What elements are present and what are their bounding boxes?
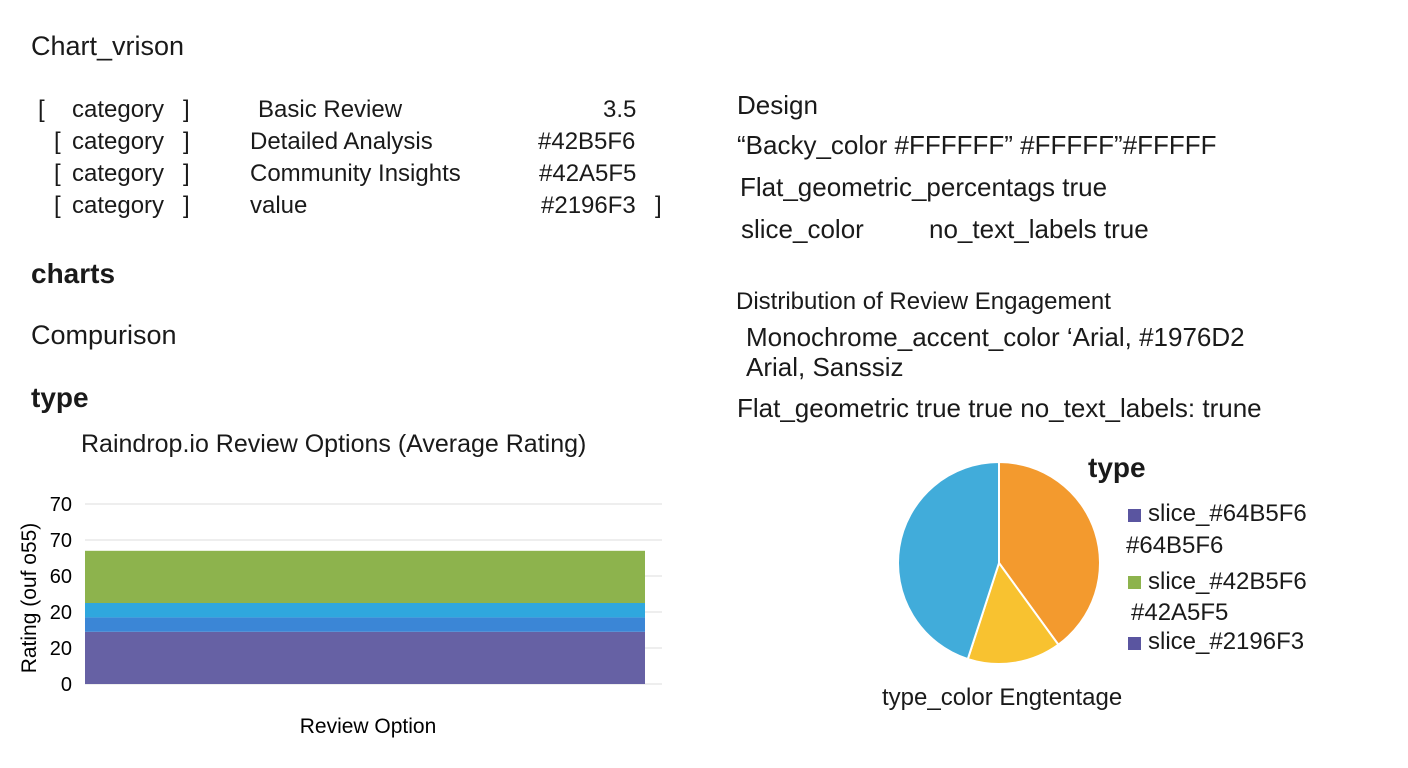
legend-swatch xyxy=(1128,637,1141,650)
spec-value: #42A5F5 xyxy=(539,160,637,187)
spec-value: #2196F3 xyxy=(541,192,636,219)
bracket-close: ] xyxy=(655,192,662,219)
spec-name: Community Insights xyxy=(250,160,461,187)
chart-version-heading: Chart_vrison xyxy=(31,31,185,61)
accent-color-line: Monochrome_accent_color ‘Arial, #1976D2 xyxy=(746,322,1245,352)
pie-chart xyxy=(897,460,1101,665)
y-tick-label: 60 xyxy=(50,566,72,588)
spec-name: Basic Review xyxy=(258,96,403,123)
spec-key: category xyxy=(72,96,165,123)
bar-segment xyxy=(85,617,645,632)
pie-caption: type_color Engtentage xyxy=(882,684,1123,711)
charts-heading: charts xyxy=(31,258,116,289)
bracket-open: [ xyxy=(54,192,61,219)
y-tick-label: 0 xyxy=(61,674,72,696)
y-tick-label: 70 xyxy=(50,494,72,516)
legend-swatch xyxy=(1128,576,1141,589)
pie-slice xyxy=(897,460,1000,661)
design-heading: Design xyxy=(737,90,818,120)
bar-segment xyxy=(85,603,645,618)
distribution-title: Distribution of Review Engagement xyxy=(736,288,1111,315)
bar-segment xyxy=(85,631,645,684)
bracket-close: ] xyxy=(183,160,190,187)
legend-sublabel: #64B5F6 xyxy=(1126,532,1224,559)
pie-slice xyxy=(966,560,1060,665)
y-tick-label: 20 xyxy=(50,638,72,660)
spec-key: category xyxy=(72,160,165,187)
legend-label: slice_#2196F3 xyxy=(1148,628,1305,655)
bracket-close: ] xyxy=(183,96,190,123)
bracket-open: [ xyxy=(54,128,61,155)
design-line-no-labels: no_text_labels true xyxy=(929,214,1149,244)
bracket-open: [ xyxy=(54,160,61,187)
design-line-slice-color: slice_color xyxy=(741,214,864,244)
y-tick-label: 70 xyxy=(50,530,72,552)
bar-chart: 70 70 60 20 20 0 Rating (ouf o55) Review Opti… xyxy=(18,494,662,738)
spec-key: category xyxy=(72,192,165,219)
legend-label: slice_#42B5F6 xyxy=(1148,568,1307,595)
spec-value: #42B5F6 xyxy=(538,128,636,155)
type-heading: type xyxy=(31,382,89,413)
spec-name: value xyxy=(250,192,308,219)
legend-sublabel: #42A5F5 xyxy=(1131,599,1229,626)
design-line-flat: Flat_geometric_percentags true xyxy=(740,172,1108,202)
bar-chart-title: Raindrop.io Review Options (Average Rati… xyxy=(81,430,587,458)
font-line: Arial, Sanssiz xyxy=(746,352,904,382)
spec-value: 3.5 xyxy=(603,96,637,123)
bracket-close: ] xyxy=(183,192,190,219)
comparison-label: Compurison xyxy=(31,320,177,350)
bracket-close: ] xyxy=(183,128,190,155)
spec-name: Detailed Analysis xyxy=(250,128,433,155)
flat-geometric-line: Flat_geometric true true no_text_labels:… xyxy=(737,393,1262,423)
y-axis-label: Rating (ouf o55) xyxy=(18,523,41,674)
legend-label: slice_#64B5F6 xyxy=(1148,500,1307,527)
pie-slice xyxy=(998,460,1101,647)
bar-segment xyxy=(85,550,645,603)
pie-type-heading: type xyxy=(1088,452,1146,483)
legend-swatch xyxy=(1128,509,1141,522)
x-axis-label: Review Option xyxy=(300,715,437,738)
spec-key: category xyxy=(72,128,165,155)
y-tick-label: 20 xyxy=(50,602,72,624)
bracket-open: [ xyxy=(38,96,45,123)
design-line-background: “Backy_color #FFFFFF” #FFFFF”#FFFFF xyxy=(737,130,1217,160)
